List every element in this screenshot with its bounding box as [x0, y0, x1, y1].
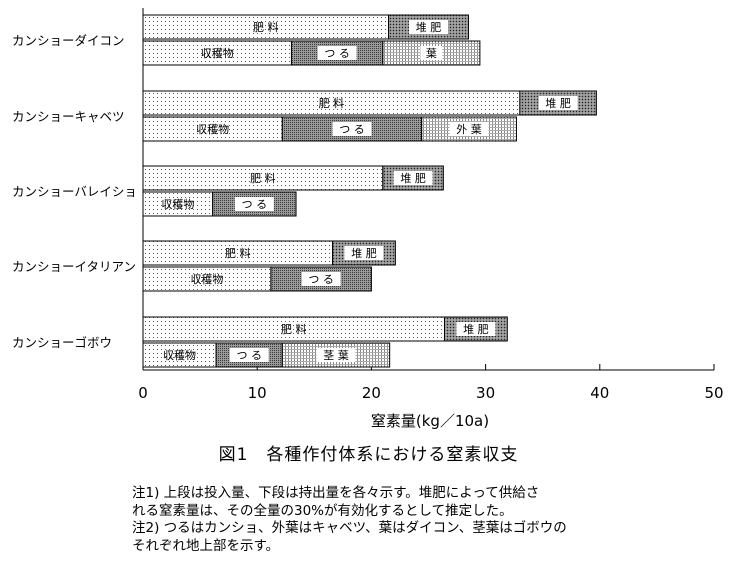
- figure-caption: 図1 各種作付体系における窒素収支: [218, 445, 519, 465]
- segment-label: 堆 肥: [400, 172, 426, 185]
- x-tick-label: 10: [248, 384, 267, 402]
- segment-label-box: [301, 272, 341, 286]
- x-axis-label: 窒素量(kg／10a): [371, 412, 489, 430]
- segment-label: 葉: [426, 46, 437, 60]
- x-tick-label: 0: [138, 384, 148, 402]
- bar-groups: カンショーダイコン肥 料堆 肥収穫物つ る葉カンショーキャベツ肥 料堆 肥収穫物…: [12, 14, 597, 368]
- x-tick-label: 20: [362, 384, 381, 402]
- figure-notes: 注1) 上段は投入量、下段は持出量を各々示す。堆肥によって供給さ れる窒素量は、…: [132, 485, 567, 555]
- segment-label-box: [344, 246, 384, 260]
- segment-label: 肥 料: [225, 246, 251, 260]
- x-tick-label: 50: [704, 384, 723, 402]
- segment-label: 収穫物: [196, 122, 229, 136]
- bar-segment: [142, 191, 214, 217]
- segment-label: 堆 肥: [416, 21, 442, 34]
- bar-segment: [142, 316, 445, 342]
- note-line: れる窒素量は、その全量の30%が有効化するとして推定した。: [132, 502, 513, 519]
- nitrogen-balance-chart: 0 10 20 30 40 50 カンショーダイコン肥 料堆 肥収穫物つ る葉カンショーキ…: [12, 8, 724, 430]
- segment-label: 収穫物: [161, 197, 194, 211]
- segment-label-box: [229, 348, 269, 362]
- segment-label: 外 葉: [456, 122, 482, 136]
- segment-label-box: [409, 20, 448, 34]
- segment-label: 収穫物: [163, 348, 196, 362]
- segment-label: つ る: [308, 273, 334, 286]
- segment-label: 堆 肥: [463, 323, 489, 336]
- group-label: カンショーダイコン: [12, 33, 125, 48]
- bar-segment: [382, 165, 444, 191]
- segment-label-box: [332, 122, 372, 136]
- segment-label-box: [393, 171, 433, 185]
- group-label: カンショーキャベツ: [12, 109, 125, 124]
- group-label: カンショーゴボウ: [12, 335, 112, 350]
- x-axis: 0 10 20 30 40 50: [138, 8, 724, 402]
- segment-label: 肥 料: [319, 96, 345, 110]
- group-label: カンショーバレイショ: [12, 184, 137, 199]
- segment-label: 肥 料: [281, 322, 307, 336]
- segment-label: 収穫物: [190, 272, 223, 286]
- segment-label: 収穫物: [201, 46, 234, 60]
- x-tick-label: 40: [590, 384, 609, 402]
- segment-label: 肥 料: [250, 171, 276, 185]
- segment-label-box: [456, 322, 496, 336]
- group-label: カンショーイタリアン: [12, 259, 136, 274]
- segment-label-box: [420, 46, 443, 60]
- segment-label: つ る: [339, 123, 365, 136]
- segment-label-box: [316, 348, 356, 362]
- note-line: それぞれ地上部を示す。: [132, 537, 280, 554]
- segment-label: つ る: [324, 47, 350, 60]
- segment-label: 茎 葉: [323, 348, 349, 362]
- segment-label-box: [317, 46, 357, 60]
- bar-segment: [388, 14, 469, 40]
- note-line: 注1) 上段は投入量、下段は持出量を各々示す。堆肥によって供給さ: [132, 485, 540, 501]
- segment-label-box: [449, 122, 489, 136]
- segment-label: つ る: [236, 349, 262, 362]
- bar-segment: [142, 342, 217, 368]
- segment-label: 堆 肥: [351, 247, 377, 260]
- x-tick-label: 30: [476, 384, 495, 402]
- segment-label: 堆 肥: [545, 97, 571, 110]
- bar-segment: [142, 116, 283, 142]
- segment-label: 肥 料: [253, 20, 279, 34]
- bar-segment: [142, 165, 384, 191]
- segment-label: つ る: [242, 198, 268, 211]
- segment-label-box: [234, 197, 274, 211]
- note-line: 注2) つるはカンショ、外葉はキャベツ、葉はダイコン、茎葉はゴボウの: [132, 520, 567, 536]
- segment-label-box: [538, 96, 578, 110]
- bar-segment: [142, 240, 334, 266]
